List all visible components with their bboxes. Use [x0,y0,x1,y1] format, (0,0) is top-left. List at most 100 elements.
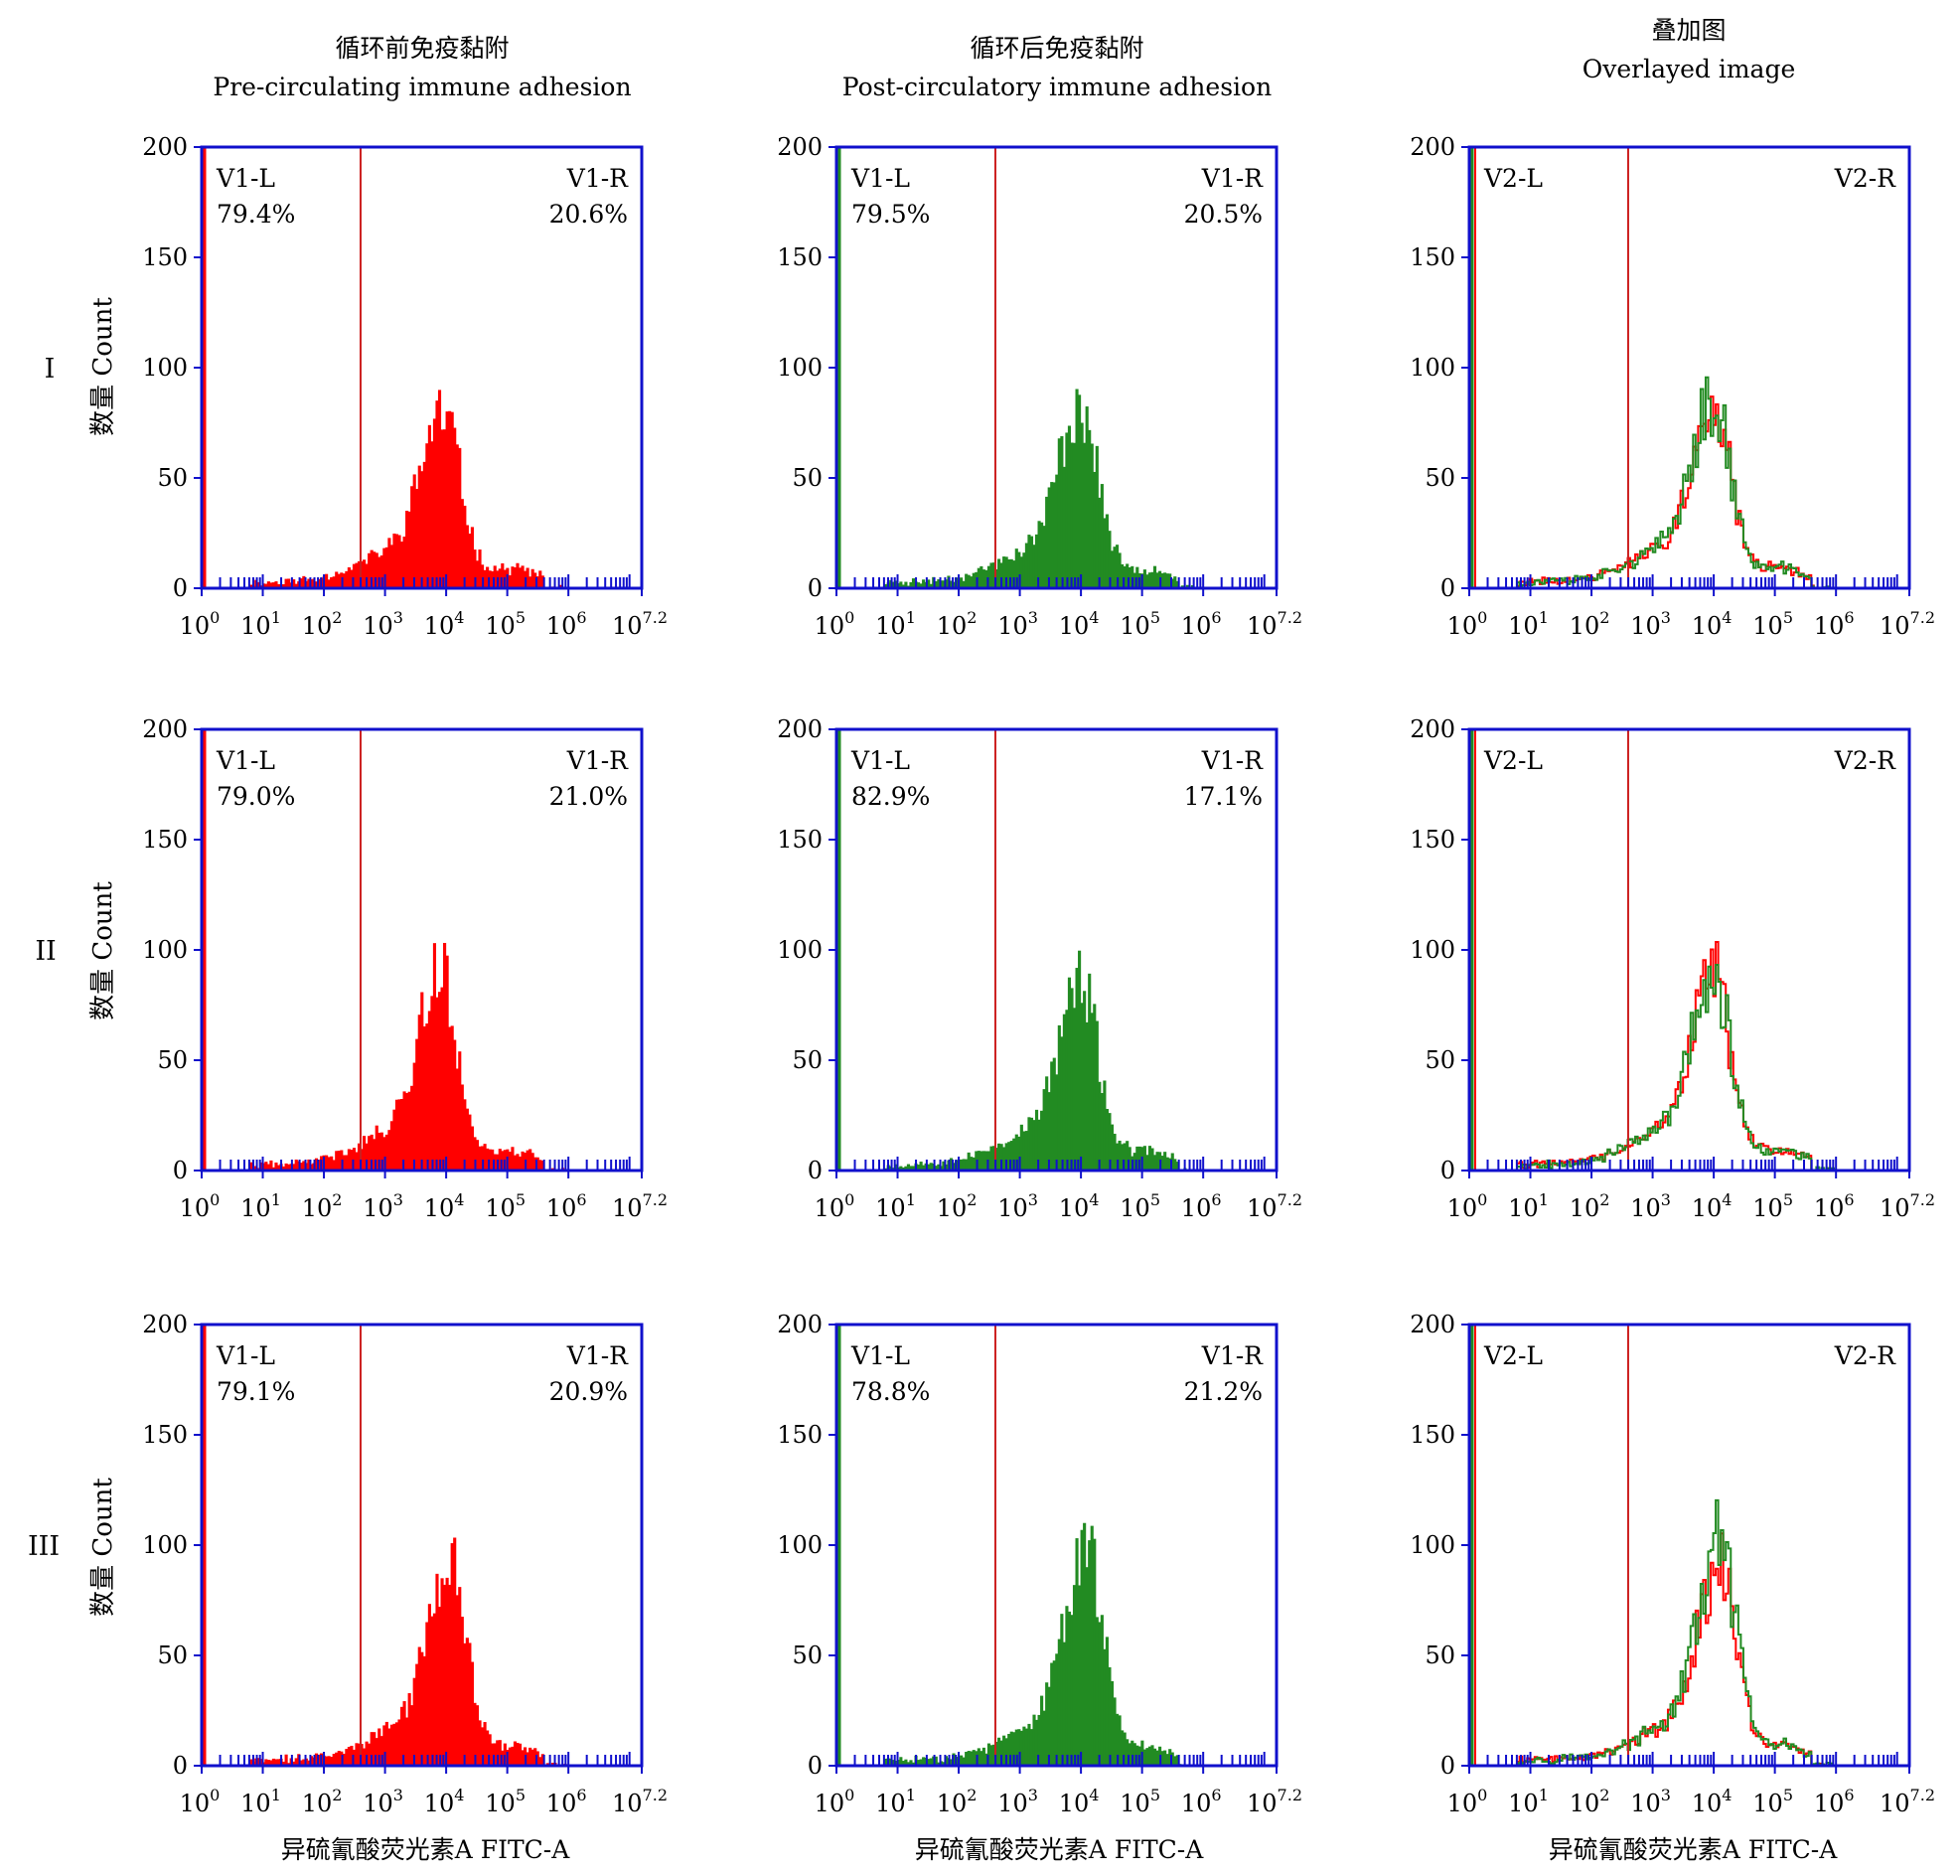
histogram-bar [540,575,544,588]
histogram-bar [465,1638,469,1766]
histogram-bar [417,465,421,588]
histogram-bar [1065,432,1069,588]
histogram-bar [470,527,474,588]
histogram-bar [977,1748,980,1766]
histogram-bar [904,581,908,588]
x-tick-label: 103 [997,1786,1038,1817]
histogram-bar [302,1161,306,1171]
histogram-bar [1145,1748,1149,1766]
histogram-bar [498,568,502,588]
histogram-bar [1100,1093,1104,1171]
histogram-bar [355,562,359,588]
histogram-bar [365,1143,369,1171]
histogram-bar [533,1748,537,1766]
histogram-bar [1142,1749,1146,1766]
histogram-bar [455,1595,459,1766]
x-axis-title: 异硫氰酸荧光素A FITC-A [915,1835,1204,1864]
histogram-bar [425,1023,429,1171]
histogram-bar [282,1166,286,1171]
histogram-bar [980,1751,983,1766]
histogram-bar [1095,1617,1099,1766]
histogram-bar [986,1151,991,1171]
histogram-bar [437,390,442,588]
histogram-bar [1002,1147,1006,1171]
x-axis-title: 异硫氰酸荧光素A FITC-A [281,1835,570,1864]
x-tick-label: 107.2 [1880,1786,1935,1817]
histogram-bar [1105,1109,1109,1171]
histogram-bar [292,1164,296,1171]
histogram-bar [1132,1743,1136,1766]
gate-percent-right: 21.2% [1184,1377,1263,1406]
histogram-bar [1040,522,1044,588]
histogram-bar [307,578,311,588]
x-tick-label: 103 [363,1190,403,1222]
x-tick-label: 107.2 [612,1190,668,1222]
histogram-bar [282,1761,286,1766]
histogram-bar [1029,1117,1034,1171]
histogram-bar [917,1165,921,1171]
x-minor-ticks [201,574,631,588]
histogram-panel: 0 50 100 150 200 100 101 102 103 104 105 106 107.2 V2… [1410,133,1935,640]
histogram-bar [970,1157,974,1171]
histogram-bar [1080,1003,1084,1171]
histogram-bar [274,1759,278,1766]
histogram-bar [1072,1008,1077,1171]
histogram-bar [944,1164,948,1171]
histogram-bar [405,1093,409,1171]
histogram-bar [922,1757,926,1766]
histogram-bar [1163,572,1167,588]
histogram-bar [274,1162,278,1171]
y-tick-label: 100 [777,936,823,964]
histogram-bar [276,583,281,588]
x-minor-ticks [1468,1752,1898,1766]
histogram-bar [535,1751,539,1766]
histogram-bar [1121,1144,1125,1171]
x-tick-label: 103 [363,1786,403,1817]
y-tick-label: 100 [1410,1531,1455,1559]
histogram-bar [1126,1739,1130,1766]
histogram-bar [919,1162,923,1171]
histogram-bar [483,569,487,588]
histogram-bar [1100,1615,1104,1766]
histogram-bar [384,547,388,588]
histogram-bar [420,1651,424,1766]
x-tick-label: 100 [180,1190,221,1222]
histogram-bar [1042,526,1046,588]
histogram-bar [1168,1158,1172,1171]
x-minor-ticks [835,1157,1266,1171]
histogram-bar [1027,535,1031,588]
histogram-bar [1019,556,1023,588]
histogram-bar [363,559,367,588]
histogram-bar [1115,1143,1120,1171]
histogram-bar [384,1134,388,1171]
histogram-bar [934,581,938,588]
histogram-bar [379,555,383,588]
histogram-bar [1128,1147,1131,1171]
histogram-bar [919,1759,923,1766]
histogram-bar [1147,1746,1152,1766]
y-tick-label: 0 [1440,1157,1455,1184]
x-tick-label: 106 [1814,1190,1855,1222]
histogram-bar [465,525,469,588]
histogram-bar [1105,514,1109,588]
y-tick-label: 100 [777,354,823,382]
histogram-bar [440,1578,444,1766]
histogram-bar [392,533,396,588]
histogram-bar [901,1167,905,1171]
histogram-bar [1098,497,1102,588]
histogram-bar [302,1759,306,1766]
histogram-bar [1103,1648,1107,1766]
gate-name-right: V1-R [566,164,629,193]
gate-name-right: V1-R [1201,1341,1264,1370]
histogram-bar [1072,442,1077,588]
histogram-bar [917,1760,921,1766]
histogram-bar [437,992,442,1171]
y-tick-label: 200 [142,133,188,161]
y-tick-label: 0 [808,574,823,602]
row-labels: I II III [28,354,60,1562]
histogram-bar [526,1752,529,1766]
histogram-bar [1017,1729,1021,1766]
histogram-bar [1050,482,1054,588]
row-label: I [45,354,56,385]
histogram-bar [468,1114,472,1171]
